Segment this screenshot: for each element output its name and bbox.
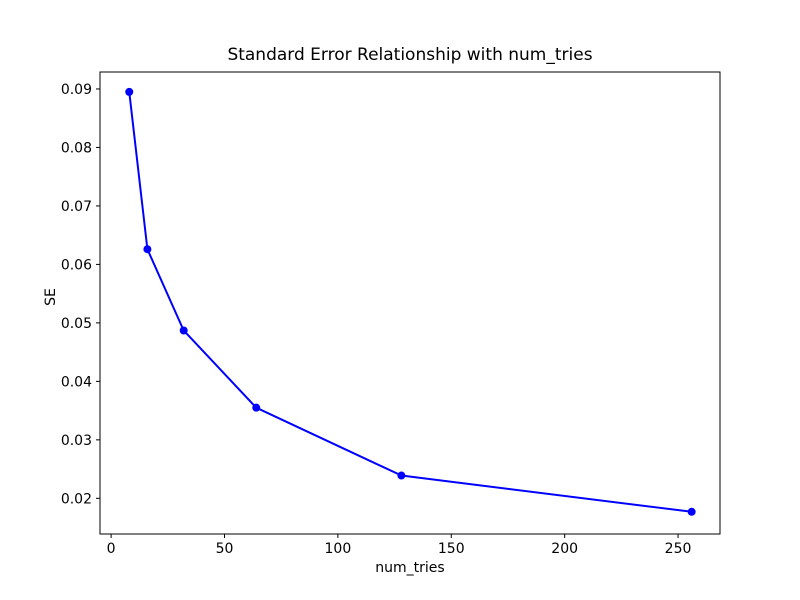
data-point-marker xyxy=(252,403,261,412)
data-point-marker xyxy=(143,245,152,254)
x-tick-label: 250 xyxy=(665,541,692,557)
y-tick-label: 0.08 xyxy=(61,140,92,156)
y-axis-label: SE xyxy=(43,288,59,306)
x-tick-label: 50 xyxy=(216,541,234,557)
y-tick-label: 0.09 xyxy=(61,82,92,98)
data-point-marker xyxy=(397,471,406,480)
x-tick-label: 150 xyxy=(438,541,465,557)
x-tick-label: 0 xyxy=(107,541,116,557)
chart-title: Standard Error Relationship with num_tri… xyxy=(227,45,593,65)
data-point-marker xyxy=(179,326,188,335)
axes-spines xyxy=(99,71,721,535)
y-tick-label: 0.04 xyxy=(61,374,92,390)
data-point-marker xyxy=(125,87,134,96)
x-axis-label: num_tries xyxy=(375,560,445,576)
y-tick-label: 0.02 xyxy=(61,491,92,507)
y-tick-label: 0.05 xyxy=(61,316,92,332)
y-tick-label: 0.06 xyxy=(61,257,92,273)
x-tick-label: 100 xyxy=(325,541,352,557)
data-line xyxy=(128,90,693,513)
y-tick-label: 0.07 xyxy=(61,199,92,215)
data-point-marker xyxy=(687,507,696,516)
y-tick-label: 0.03 xyxy=(61,433,92,449)
x-tick-label: 200 xyxy=(551,541,578,557)
